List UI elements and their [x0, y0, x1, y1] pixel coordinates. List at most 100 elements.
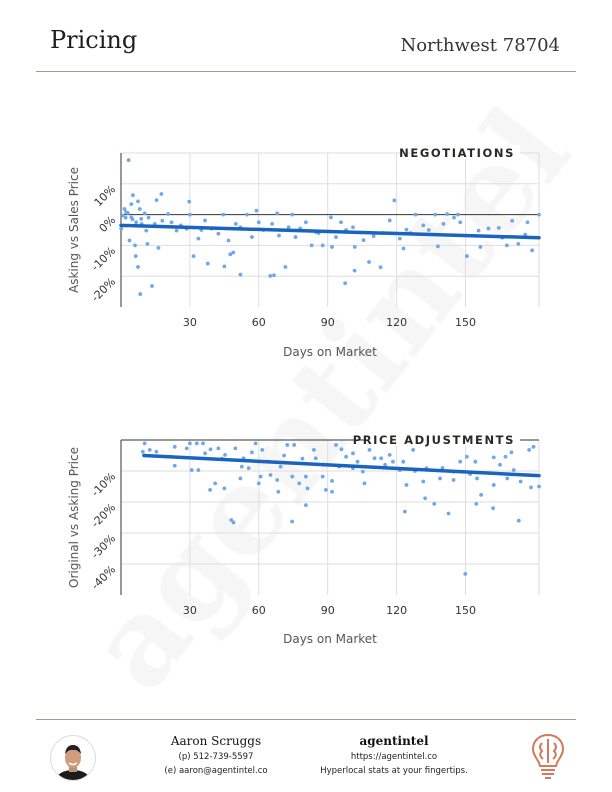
data-point: [530, 248, 535, 253]
data-point: [203, 218, 207, 223]
data-point: [228, 252, 233, 257]
data-point: [496, 225, 501, 230]
data-point: [144, 228, 149, 233]
data-point: [421, 223, 426, 228]
x-tick-label: 120: [386, 604, 407, 617]
data-point: [139, 217, 144, 221]
data-point: [174, 228, 179, 233]
data-point: [258, 474, 263, 479]
data-point: [147, 448, 152, 452]
data-point: [142, 211, 147, 216]
chart-title-background: [410, 145, 520, 159]
brand-tagline: Hyperlocal stats at your fingertips.: [320, 766, 468, 776]
area-label: Northwest 78704: [400, 35, 560, 56]
x-tick-label: 90: [321, 316, 335, 329]
data-point: [505, 476, 510, 481]
data-point: [537, 484, 541, 489]
data-point: [397, 236, 402, 241]
data-point: [250, 450, 254, 455]
data-point: [122, 207, 127, 211]
data-point: [343, 281, 348, 286]
lightbulb-brain-icon: [531, 733, 565, 779]
data-point: [475, 476, 479, 481]
data-point: [458, 220, 463, 225]
y-tick-label: -20%: [89, 501, 118, 530]
data-point: [441, 221, 446, 226]
data-point: [423, 496, 427, 501]
data-point: [371, 234, 376, 239]
data-point: [245, 212, 249, 217]
data-point: [362, 481, 367, 486]
data-point: [203, 451, 207, 456]
data-point: [208, 447, 213, 452]
data-point: [452, 215, 456, 220]
data-point: [253, 441, 258, 446]
data-point: [213, 481, 218, 486]
data-point: [290, 212, 295, 217]
data-point: [188, 441, 192, 446]
x-tick-label: 150: [455, 604, 476, 617]
data-point: [464, 254, 469, 259]
data-point: [401, 459, 406, 464]
data-point: [239, 464, 244, 469]
data-point: [458, 459, 463, 464]
data-point: [491, 506, 495, 511]
data-point: [531, 444, 536, 449]
data-point: [383, 462, 388, 467]
x-axis-label: Days on Market: [283, 345, 377, 359]
data-point: [372, 456, 377, 461]
data-point: [352, 268, 357, 273]
data-point: [355, 459, 360, 464]
data-point: [250, 235, 254, 239]
data-point: [529, 485, 533, 490]
data-point: [272, 273, 276, 278]
data-point: [145, 241, 150, 246]
data-point: [233, 221, 238, 226]
data-point: [156, 245, 161, 250]
data-point: [275, 211, 280, 216]
data-point: [516, 241, 521, 246]
data-point: [527, 448, 532, 452]
data-point: [223, 452, 227, 457]
footer-divider: [36, 719, 576, 720]
y-tick-label: -10%: [89, 244, 118, 273]
data-point: [131, 193, 135, 198]
data-point: [125, 211, 130, 215]
trend-line: [142, 453, 541, 478]
x-tick-label: 60: [252, 604, 266, 617]
data-point: [313, 456, 318, 461]
brand-url[interactable]: https://agentintel.co: [350, 752, 438, 762]
x-axis-label: Days on Market: [283, 632, 377, 646]
y-axis-label: Original vs Asking Price: [67, 447, 81, 588]
data-point: [292, 443, 297, 447]
page-title: Pricing: [50, 26, 138, 54]
data-point: [498, 462, 502, 467]
data-point: [270, 221, 275, 226]
data-point: [260, 448, 265, 452]
data-point: [256, 481, 261, 486]
data-point: [464, 454, 469, 459]
agent-email[interactable]: (e) aaron@agentintel.co: [164, 766, 268, 776]
y-axis-label: Asking vs Sales Price: [67, 167, 81, 293]
data-point: [233, 446, 238, 451]
data-point: [445, 212, 450, 216]
data-point: [290, 519, 295, 524]
data-point: [278, 464, 283, 469]
y-tick-label: -20%: [89, 275, 118, 304]
price-adjustments-chart: 30 60 90 120 150 -10%-20%-30%-40% PRICE ADJUST…: [67, 432, 541, 646]
y-tick-label: 0%: [97, 214, 119, 236]
data-point: [411, 448, 416, 452]
data-point: [154, 198, 159, 203]
data-point: [160, 218, 165, 223]
x-tick-label: 30: [183, 604, 197, 617]
negotiations-chart: 30 60 90 120 150 10% 0% -10%-20% NEGOTIATIONS Day…: [67, 145, 541, 359]
data-point: [303, 474, 308, 479]
data-point: [196, 468, 201, 472]
data-point: [300, 456, 305, 461]
data-point: [351, 225, 355, 230]
data-point: [456, 212, 460, 217]
data-point: [426, 228, 431, 232]
data-point: [134, 220, 139, 225]
x-tick-label: 30: [183, 316, 197, 329]
